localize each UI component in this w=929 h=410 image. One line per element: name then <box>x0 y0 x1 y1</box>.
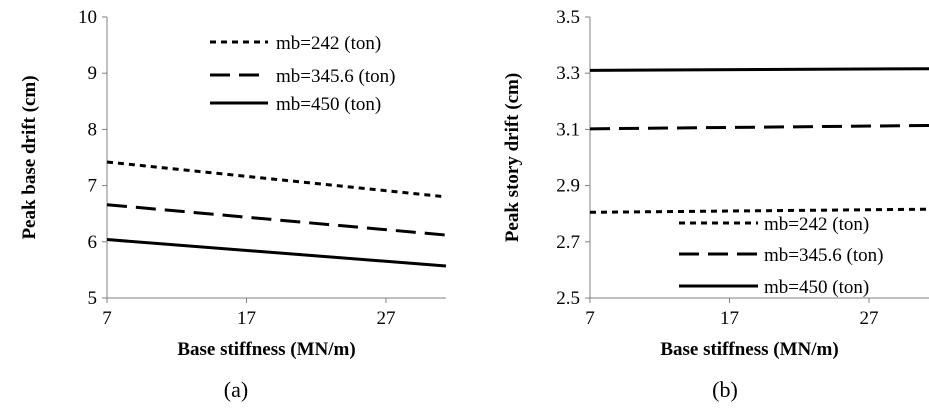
y-tick-label: 8 <box>88 119 98 140</box>
y-tick-label: 3.3 <box>556 63 580 84</box>
x-tick-label: 27 <box>377 308 396 329</box>
series-line-2 <box>106 203 447 237</box>
y-tick-label: 5 <box>88 288 98 309</box>
y-tick-label: 2.5 <box>556 288 580 309</box>
x-tick-label: 27 <box>860 308 879 329</box>
y-tick-label: 7 <box>88 176 98 197</box>
legend-label: mb=345.6 (ton) <box>276 66 395 87</box>
panel-caption: (b) <box>712 377 738 402</box>
y-tick-label: 9 <box>88 63 98 84</box>
x-axis-title: Base stiffness (MN/m) <box>177 339 355 360</box>
y-axis-title: Peak story drift (cm) <box>502 73 523 242</box>
legend-label: mb=242 (ton) <box>276 33 381 54</box>
y-tick-label: 3.1 <box>556 119 580 140</box>
legend-label: mb=450 (ton) <box>276 94 381 115</box>
series-line-3 <box>589 67 929 72</box>
series-line-3 <box>106 238 447 268</box>
legend: mb=242 (ton) mb=345.6 (ton) mb=450 (ton) <box>679 214 883 298</box>
legend-label: mb=345.6 (ton) <box>764 245 883 266</box>
x-tick-label: 7 <box>102 308 112 329</box>
x-axis-title: Base stiffness (MN/m) <box>660 339 838 360</box>
y-tick-label: 10 <box>78 7 97 28</box>
series-line-1 <box>106 160 447 199</box>
y-tick-label: 2.7 <box>556 232 580 253</box>
series-line-2 <box>589 123 929 131</box>
x-tick-label: 17 <box>720 308 739 329</box>
legend-label: mb=242 (ton) <box>764 214 869 235</box>
y-axis-title: Peak base drift (cm) <box>19 75 40 239</box>
y-tick-label: 3.5 <box>556 7 580 28</box>
chart-panel-b: 2.5 2.7 2.9 3.1 3.3 3.5 7 17 27 Base stiffness (M… <box>502 7 929 402</box>
legend: mb=242 (ton) mb=345.6 (ton) mb=450 (ton) <box>210 33 395 115</box>
legend-label: mb=450 (ton) <box>764 277 869 298</box>
panel-caption: (a) <box>224 377 248 402</box>
x-tick-label: 17 <box>237 308 256 329</box>
x-tick-label: 7 <box>585 308 595 329</box>
y-tick-label: 2.9 <box>556 176 580 197</box>
series-line-1 <box>589 207 929 214</box>
chart-panel-a: 5 6 7 8 9 10 7 17 27 Base stiffness (MN/m) Peak ba… <box>19 7 447 402</box>
y-tick-label: 6 <box>88 232 98 253</box>
